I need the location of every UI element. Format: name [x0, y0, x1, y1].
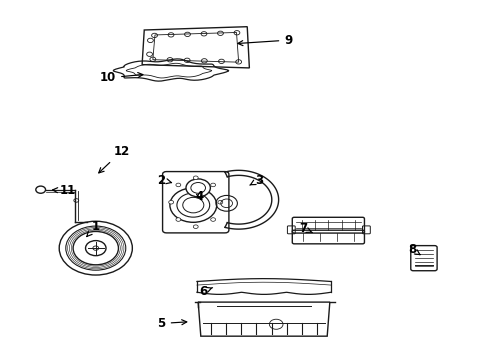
Circle shape — [193, 176, 198, 180]
Text: 10: 10 — [100, 71, 142, 84]
Circle shape — [185, 179, 210, 197]
Text: 12: 12 — [99, 145, 129, 173]
Text: 4: 4 — [195, 190, 203, 203]
Circle shape — [210, 183, 215, 187]
Circle shape — [176, 218, 181, 221]
Circle shape — [169, 188, 216, 222]
Text: 6: 6 — [199, 285, 212, 298]
Text: 11: 11 — [53, 184, 76, 197]
Circle shape — [210, 218, 215, 221]
Circle shape — [177, 193, 209, 217]
Circle shape — [176, 183, 181, 187]
Text: 8: 8 — [408, 243, 419, 256]
Text: 3: 3 — [249, 174, 263, 186]
Circle shape — [190, 183, 205, 193]
Text: 1: 1 — [86, 220, 100, 237]
Text: 7: 7 — [298, 222, 312, 235]
Circle shape — [218, 201, 223, 204]
Circle shape — [183, 197, 203, 213]
Text: 5: 5 — [157, 317, 186, 330]
Text: 9: 9 — [237, 33, 292, 47]
Circle shape — [193, 225, 198, 229]
FancyBboxPatch shape — [162, 172, 228, 233]
Circle shape — [168, 201, 173, 204]
Text: 2: 2 — [157, 174, 171, 186]
